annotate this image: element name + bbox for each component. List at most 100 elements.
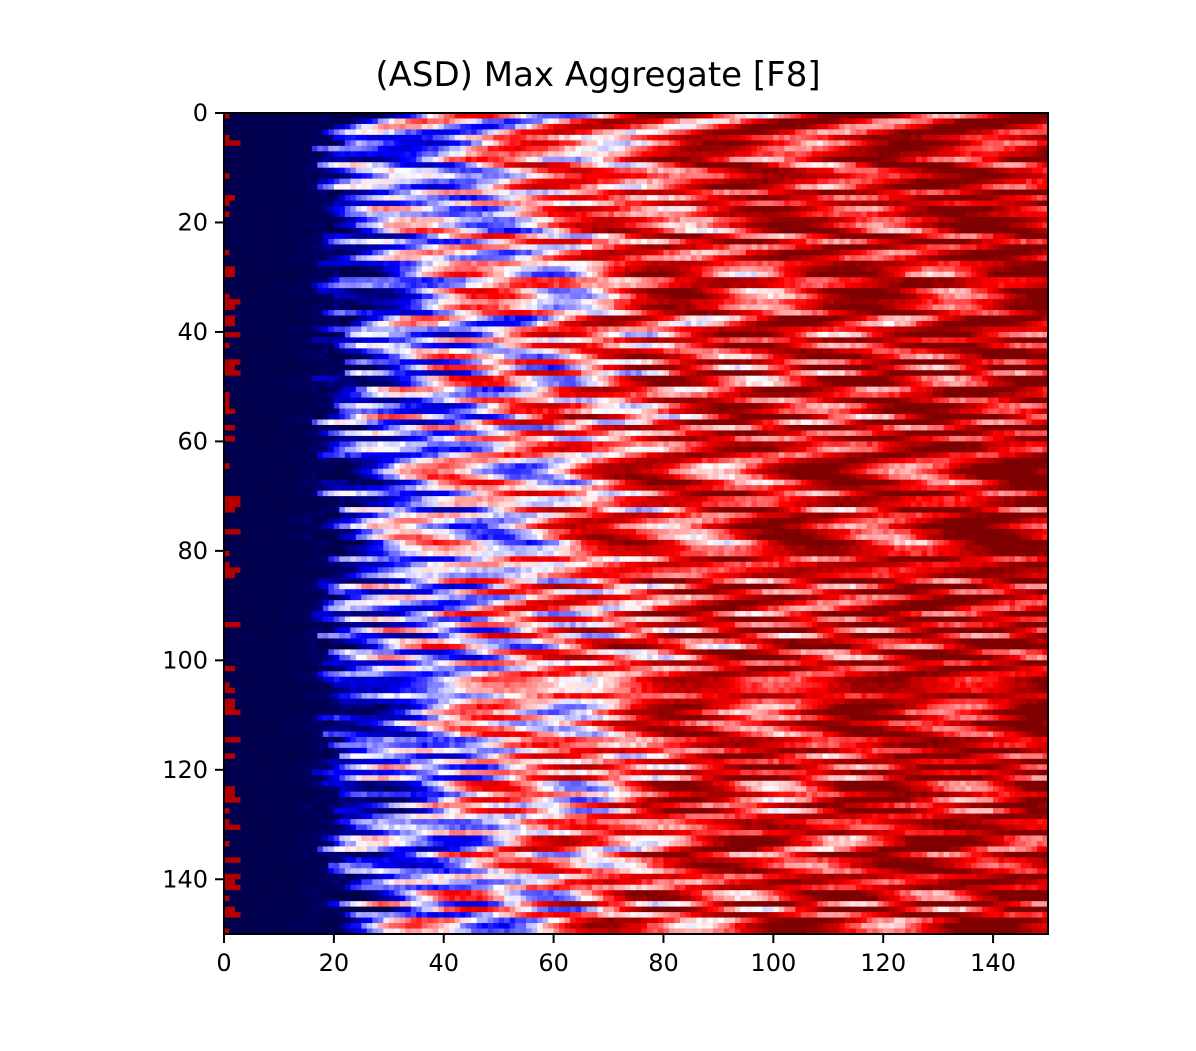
heatmap-cell xyxy=(543,146,549,152)
heatmap-cell xyxy=(262,222,268,228)
heatmap-cell xyxy=(620,222,626,228)
heatmap-cell xyxy=(526,228,532,234)
heatmap-cell xyxy=(707,277,713,283)
heatmap-cell xyxy=(1010,124,1016,130)
heatmap-cell xyxy=(543,157,549,163)
heatmap-cell xyxy=(367,233,373,239)
heatmap-cell xyxy=(993,266,999,272)
heatmap-cell xyxy=(235,250,241,256)
heatmap-cell xyxy=(284,124,290,130)
heatmap-cell xyxy=(1015,201,1021,207)
heatmap-cell xyxy=(828,184,834,190)
heatmap-cell xyxy=(856,184,862,190)
heatmap-cell xyxy=(240,201,246,207)
heatmap-cell xyxy=(339,179,345,185)
heatmap-cell xyxy=(1004,272,1010,278)
heatmap-cell xyxy=(543,233,549,239)
heatmap-cell xyxy=(801,118,807,124)
heatmap-cell xyxy=(779,135,785,141)
heatmap-cell xyxy=(570,124,576,130)
heatmap-cell xyxy=(444,217,450,223)
heatmap-cell xyxy=(405,179,411,185)
heatmap-cell xyxy=(966,135,972,141)
heatmap-cell xyxy=(702,140,708,146)
heatmap-cell xyxy=(713,157,719,163)
heatmap-cell xyxy=(801,195,807,201)
heatmap-cell xyxy=(933,222,939,228)
heatmap-cell xyxy=(229,195,235,201)
heatmap-cell xyxy=(817,124,823,130)
heatmap-cell xyxy=(839,272,845,278)
heatmap-cell xyxy=(636,157,642,163)
heatmap-cell xyxy=(317,190,323,196)
heatmap-cell xyxy=(455,162,461,168)
heatmap-cell xyxy=(812,146,818,152)
heatmap-cell xyxy=(240,146,246,152)
heatmap-cell xyxy=(581,184,587,190)
heatmap-cell xyxy=(411,162,417,168)
heatmap-cell xyxy=(713,277,719,283)
heatmap-cell xyxy=(361,201,367,207)
heatmap-cell xyxy=(581,272,587,278)
heatmap-cell xyxy=(548,233,554,239)
heatmap-cell xyxy=(378,217,384,223)
heatmap-cell xyxy=(504,233,510,239)
heatmap-cell xyxy=(878,168,884,174)
heatmap-cell xyxy=(746,228,752,234)
heatmap-cell xyxy=(603,212,609,218)
heatmap-cell xyxy=(674,135,680,141)
heatmap-cell xyxy=(455,217,461,223)
heatmap-cell xyxy=(691,173,697,179)
heatmap-cell xyxy=(850,157,856,163)
heatmap-cell xyxy=(581,129,587,135)
heatmap-cell xyxy=(345,283,351,289)
heatmap-cell xyxy=(762,151,768,157)
heatmap-cell xyxy=(345,124,351,130)
heatmap-cell xyxy=(631,179,637,185)
heatmap-cell xyxy=(867,288,873,294)
heatmap-cell xyxy=(334,135,340,141)
heatmap-cell xyxy=(729,228,735,234)
heatmap-cell xyxy=(444,244,450,250)
heatmap-cell xyxy=(834,250,840,256)
heatmap-cell xyxy=(927,173,933,179)
heatmap-cell xyxy=(900,222,906,228)
heatmap-cell xyxy=(598,124,604,130)
heatmap-cell xyxy=(856,288,862,294)
heatmap-cell xyxy=(933,118,939,124)
heatmap-cell xyxy=(938,179,944,185)
heatmap-cell xyxy=(405,173,411,179)
heatmap-cell xyxy=(999,233,1005,239)
heatmap-cell xyxy=(955,201,961,207)
heatmap-cell xyxy=(251,239,257,245)
heatmap-cell xyxy=(389,184,395,190)
heatmap-cell xyxy=(636,266,642,272)
heatmap-cell xyxy=(323,206,329,212)
heatmap-cell xyxy=(565,173,571,179)
heatmap-cell xyxy=(768,140,774,146)
heatmap-cell xyxy=(784,135,790,141)
heatmap-cell xyxy=(960,266,966,272)
heatmap-cell xyxy=(982,288,988,294)
heatmap-cell xyxy=(823,173,829,179)
heatmap-cell xyxy=(674,179,680,185)
heatmap-cell xyxy=(625,140,631,146)
heatmap-cell xyxy=(422,255,428,261)
heatmap-cell xyxy=(878,250,884,256)
heatmap-cell xyxy=(812,173,818,179)
heatmap-cell xyxy=(850,151,856,157)
heatmap-cell xyxy=(339,277,345,283)
heatmap-cell xyxy=(548,168,554,174)
heatmap-cell xyxy=(532,135,538,141)
heatmap-cell xyxy=(411,294,417,300)
heatmap-cell xyxy=(828,283,834,289)
heatmap-cell xyxy=(883,206,889,212)
heatmap-cell xyxy=(246,146,252,152)
heatmap-cell xyxy=(746,217,752,223)
heatmap-cell xyxy=(784,146,790,152)
heatmap-cell xyxy=(400,173,406,179)
heatmap-cell xyxy=(312,129,318,135)
heatmap-cell xyxy=(510,124,516,130)
heatmap-cell xyxy=(609,228,615,234)
heatmap-cell xyxy=(894,239,900,245)
